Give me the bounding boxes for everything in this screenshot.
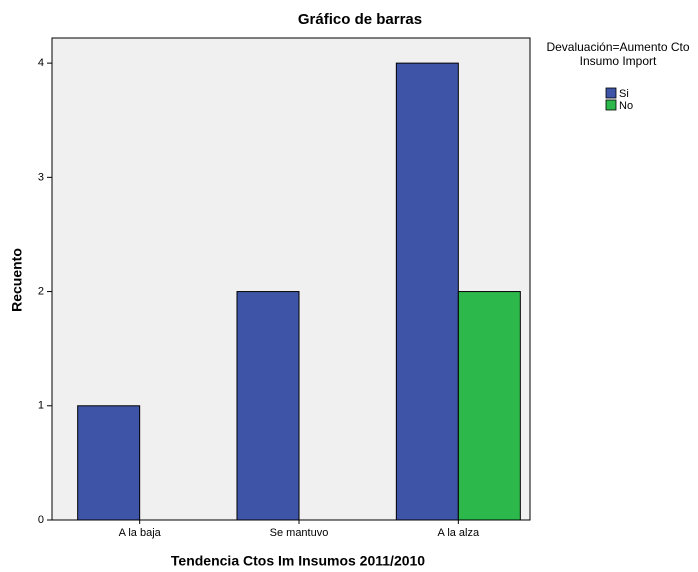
legend-swatch	[605, 87, 617, 99]
y-tick-label: 1	[38, 400, 44, 412]
bar	[395, 62, 459, 521]
y-tick-label: 0	[38, 514, 44, 526]
legend-title: Devaluación=Aumento Cto Insumo Import	[546, 40, 690, 68]
x-tick-label: Se mantuvo	[270, 527, 329, 539]
x-axis-title: Tendencia Ctos Im Insumos 2011/2010	[171, 553, 425, 569]
bar	[236, 291, 300, 521]
x-tick-label: A la baja	[119, 527, 162, 539]
legend-swatch	[605, 99, 617, 111]
bar	[457, 291, 521, 521]
chart-title: Gráfico de barras	[298, 11, 422, 28]
legend-label: No	[619, 100, 633, 112]
y-tick-label: 3	[38, 171, 44, 183]
x-tick-label: A la alza	[438, 527, 480, 539]
legend-label: Si	[619, 88, 629, 100]
y-axis-title: Recuento	[9, 248, 25, 312]
y-tick-label: 4	[38, 57, 44, 69]
bar	[77, 405, 141, 521]
y-tick-label: 2	[38, 285, 44, 297]
